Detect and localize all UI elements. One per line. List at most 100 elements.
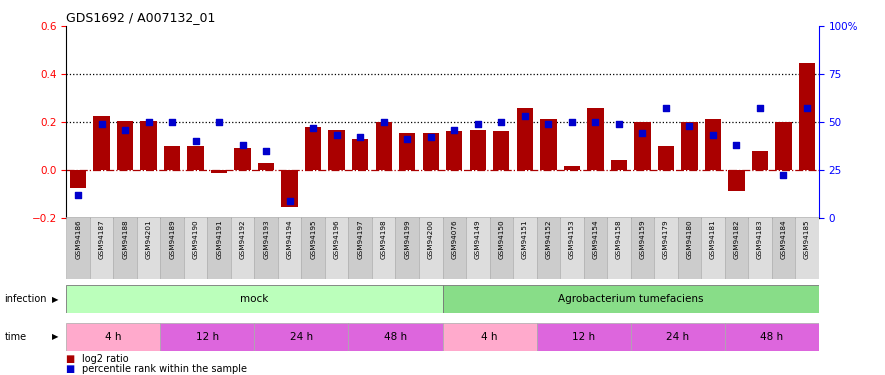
Text: GSM94195: GSM94195 [311, 219, 316, 259]
Bar [701, 217, 725, 279]
Bar [255, 322, 349, 351]
Bar [728, 170, 744, 191]
Text: GSM94180: GSM94180 [687, 219, 692, 259]
Bar [442, 285, 819, 313]
Point [729, 142, 743, 148]
Bar [419, 217, 442, 279]
Bar [560, 217, 583, 279]
Text: GSM94183: GSM94183 [757, 219, 763, 259]
Bar [658, 146, 674, 170]
Bar [654, 217, 678, 279]
Text: 12 h: 12 h [572, 332, 595, 342]
Text: GSM94189: GSM94189 [169, 219, 175, 259]
Text: GSM94185: GSM94185 [804, 219, 810, 259]
Bar [681, 122, 697, 170]
Text: GSM94186: GSM94186 [75, 219, 81, 259]
Text: 48 h: 48 h [760, 332, 783, 342]
Text: 48 h: 48 h [384, 332, 407, 342]
Bar [725, 217, 748, 279]
Bar [678, 217, 701, 279]
Point [494, 119, 508, 125]
Bar [536, 217, 560, 279]
Text: GSM94150: GSM94150 [498, 219, 504, 259]
Point [612, 121, 626, 127]
Text: percentile rank within the sample: percentile rank within the sample [82, 364, 247, 374]
Text: GSM94179: GSM94179 [663, 219, 669, 259]
Bar [160, 217, 184, 279]
Text: GSM94154: GSM94154 [592, 219, 598, 259]
Text: GDS1692 / A007132_01: GDS1692 / A007132_01 [66, 11, 216, 24]
Bar [775, 122, 791, 170]
Text: 24 h: 24 h [666, 332, 689, 342]
Bar [470, 130, 486, 170]
Bar [349, 217, 372, 279]
Bar [725, 322, 819, 351]
Text: GSM94196: GSM94196 [334, 219, 340, 259]
Text: GSM94197: GSM94197 [358, 219, 363, 259]
Text: ■: ■ [66, 354, 79, 364]
Bar [795, 217, 819, 279]
Bar [235, 148, 251, 170]
Bar [281, 170, 298, 207]
Text: GSM94191: GSM94191 [216, 219, 222, 259]
Bar [517, 108, 533, 170]
Text: GSM94152: GSM94152 [545, 219, 551, 259]
Bar [160, 322, 255, 351]
Bar [188, 146, 204, 170]
Bar [630, 322, 725, 351]
Bar [372, 217, 396, 279]
Bar [513, 217, 536, 279]
Point [424, 134, 438, 140]
Bar [255, 217, 278, 279]
Bar [305, 127, 321, 170]
Point [353, 134, 367, 140]
Bar [211, 170, 227, 173]
Bar [634, 122, 650, 170]
Text: GSM94190: GSM94190 [193, 219, 198, 259]
Bar [352, 139, 368, 170]
Point [212, 119, 227, 125]
Bar [164, 146, 181, 170]
Bar [772, 217, 795, 279]
Point [282, 198, 296, 204]
Point [682, 123, 696, 129]
Text: ■: ■ [66, 364, 79, 374]
Point [377, 119, 391, 125]
Bar [278, 217, 302, 279]
Point [518, 113, 532, 119]
Bar [258, 162, 274, 170]
Text: GSM94200: GSM94200 [427, 219, 434, 259]
Bar [328, 130, 345, 170]
Text: GSM94182: GSM94182 [734, 219, 739, 259]
Text: 4 h: 4 h [481, 332, 497, 342]
Text: infection: infection [4, 294, 47, 304]
Point [800, 105, 814, 111]
Bar [141, 121, 157, 170]
Bar [798, 63, 815, 170]
Bar [399, 133, 415, 170]
Point [753, 105, 767, 111]
Point [565, 119, 579, 125]
Text: log2 ratio: log2 ratio [82, 354, 129, 364]
Bar [113, 217, 137, 279]
Point [329, 132, 343, 138]
Bar [489, 217, 513, 279]
Bar [446, 132, 463, 170]
Point [165, 119, 180, 125]
Text: GSM94194: GSM94194 [287, 219, 293, 259]
Point [142, 119, 156, 125]
Point [259, 147, 273, 154]
Text: GSM94192: GSM94192 [240, 219, 246, 259]
Text: 24 h: 24 h [290, 332, 313, 342]
Text: GSM94198: GSM94198 [381, 219, 387, 259]
Text: GSM94076: GSM94076 [451, 219, 458, 259]
Bar [184, 217, 207, 279]
Text: Agrobacterium tumefaciens: Agrobacterium tumefaciens [558, 294, 704, 304]
Bar [564, 166, 580, 170]
Bar [493, 132, 510, 170]
Bar [137, 217, 160, 279]
Point [447, 126, 461, 132]
Bar [396, 217, 419, 279]
Bar [607, 217, 630, 279]
Text: GSM94159: GSM94159 [639, 219, 645, 259]
